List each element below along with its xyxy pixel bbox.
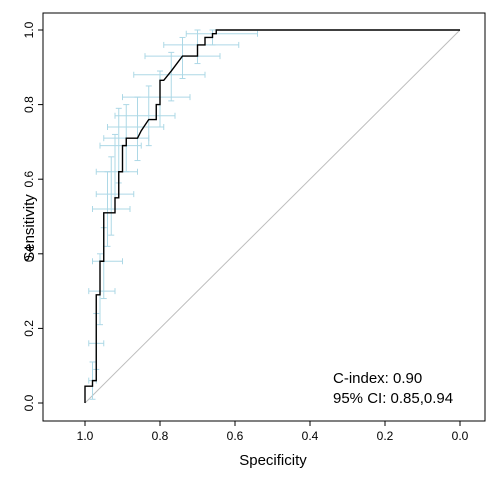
ci-cross <box>163 29 240 65</box>
roc-curve-layer <box>84 29 460 403</box>
ci-cross <box>88 253 116 326</box>
x-tick-label: 0.2 <box>377 429 394 443</box>
y-tick-label: 0.8 <box>22 96 36 113</box>
plot-frame <box>42 12 486 422</box>
ci-label: 95% CI: 0.85,0.94 <box>333 390 453 407</box>
confidence-interval-layer <box>88 29 258 400</box>
ci-cross <box>114 85 176 147</box>
x-tick-label: 0.6 <box>227 429 244 443</box>
y-tick-label: 0.0 <box>22 394 36 411</box>
x-tick-label: 1.0 <box>77 429 94 443</box>
x-tick-label: 0.8 <box>152 429 169 443</box>
x-axis-title: Specificity <box>239 452 307 469</box>
roc-curve-line <box>84 29 460 403</box>
ci-cross <box>144 36 221 79</box>
x-tick-label: 0.0 <box>452 429 469 443</box>
ci-cross <box>133 51 206 102</box>
y-tick-label: 0.6 <box>22 171 36 188</box>
ci-cross <box>99 107 142 184</box>
x-tick-label: 0.4 <box>302 429 319 443</box>
x-axis: 1.0 0.8 0.6 0.4 0.2 0.0 <box>77 421 469 443</box>
ci-cross <box>95 133 138 210</box>
y-axis-title: Sensitivity <box>21 194 38 262</box>
y-tick-label: 0.4 <box>22 245 36 262</box>
ci-cross <box>185 29 258 46</box>
y-tick-label: 1.0 <box>22 21 36 38</box>
reference-diagonal-line <box>84 29 461 404</box>
y-tick-label: 0.2 <box>22 320 36 337</box>
ci-cross <box>107 96 165 162</box>
reference-diagonal-layer <box>84 29 461 404</box>
c-index-label: C-index: 0.90 <box>333 370 422 387</box>
y-axis: 0.0 0.2 0.4 0.6 0.8 1.0 <box>22 21 43 411</box>
